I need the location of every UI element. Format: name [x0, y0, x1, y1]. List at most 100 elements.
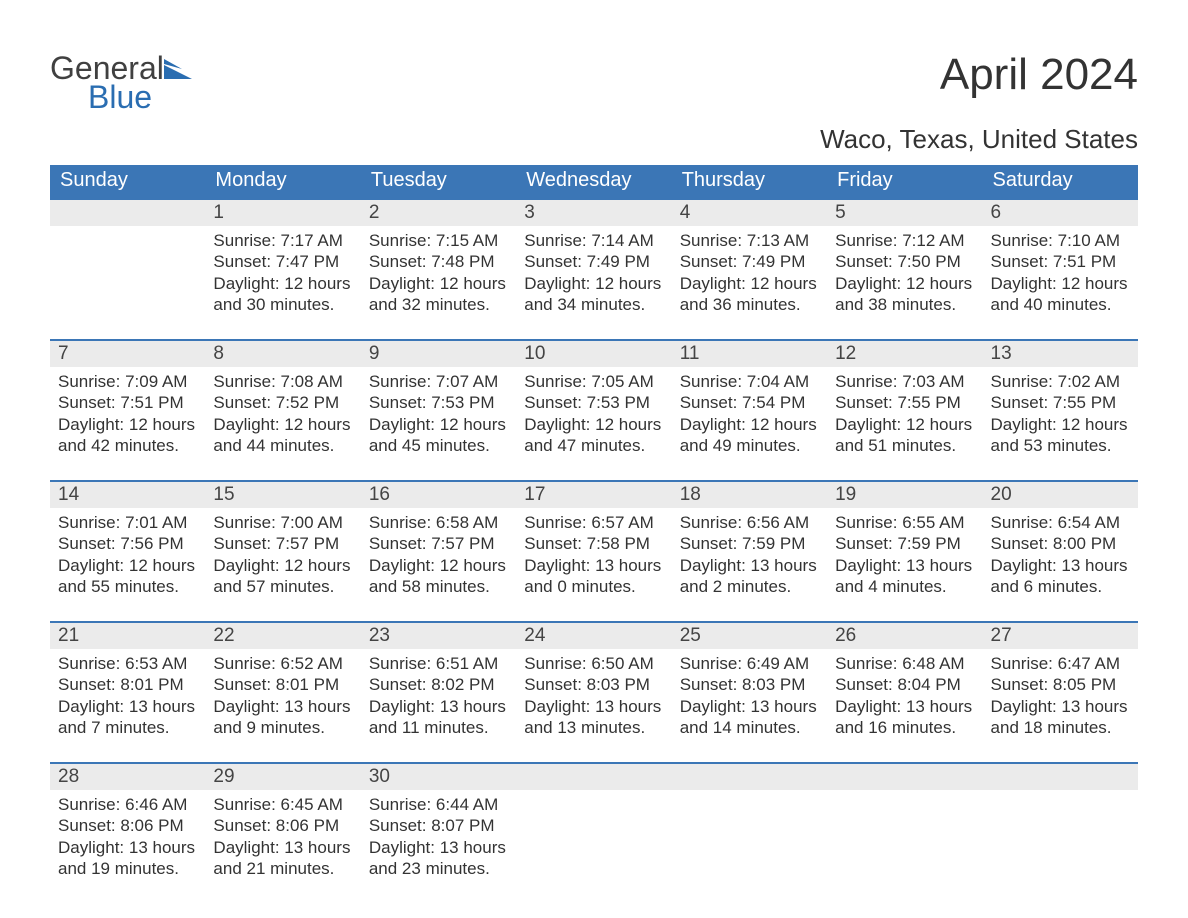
day-d1: Daylight: 13 hours: [680, 696, 819, 717]
day-d2: and 53 minutes.: [991, 435, 1130, 456]
day-d2: and 21 minutes.: [213, 858, 352, 879]
day-sunrise: Sunrise: 6:48 AM: [835, 653, 974, 674]
calendar-day: 7Sunrise: 7:09 AMSunset: 7:51 PMDaylight…: [50, 339, 205, 480]
day-d1: Daylight: 12 hours: [680, 414, 819, 435]
day-sunrise: Sunrise: 6:47 AM: [991, 653, 1130, 674]
day-body: [672, 790, 827, 880]
day-sunset: Sunset: 7:51 PM: [58, 392, 197, 413]
day-body: Sunrise: 7:00 AMSunset: 7:57 PMDaylight:…: [205, 508, 360, 621]
day-sunset: Sunset: 7:55 PM: [835, 392, 974, 413]
day-body: Sunrise: 6:44 AMSunset: 8:07 PMDaylight:…: [361, 790, 516, 903]
calendar-week: 21Sunrise: 6:53 AMSunset: 8:01 PMDayligh…: [50, 621, 1138, 762]
weekday-header: Thursday: [672, 165, 827, 198]
day-body: Sunrise: 6:52 AMSunset: 8:01 PMDaylight:…: [205, 649, 360, 762]
day-body: Sunrise: 6:55 AMSunset: 7:59 PMDaylight:…: [827, 508, 982, 621]
day-sunrise: Sunrise: 7:15 AM: [369, 230, 508, 251]
day-body: Sunrise: 7:09 AMSunset: 7:51 PMDaylight:…: [50, 367, 205, 480]
day-d1: Daylight: 12 hours: [524, 273, 663, 294]
calendar-day: [50, 198, 205, 339]
day-d2: and 6 minutes.: [991, 576, 1130, 597]
calendar-day: 25Sunrise: 6:49 AMSunset: 8:03 PMDayligh…: [672, 621, 827, 762]
day-body: Sunrise: 7:02 AMSunset: 7:55 PMDaylight:…: [983, 367, 1138, 480]
day-d1: Daylight: 12 hours: [369, 273, 508, 294]
day-d2: and 32 minutes.: [369, 294, 508, 315]
day-d2: and 38 minutes.: [835, 294, 974, 315]
day-number: 5: [827, 198, 982, 226]
day-d1: Daylight: 13 hours: [213, 837, 352, 858]
day-body: [50, 226, 205, 316]
day-body: Sunrise: 6:49 AMSunset: 8:03 PMDaylight:…: [672, 649, 827, 762]
day-sunrise: Sunrise: 7:00 AM: [213, 512, 352, 533]
day-body: Sunrise: 7:13 AMSunset: 7:49 PMDaylight:…: [672, 226, 827, 339]
day-body: Sunrise: 7:05 AMSunset: 7:53 PMDaylight:…: [516, 367, 671, 480]
calendar-day: 21Sunrise: 6:53 AMSunset: 8:01 PMDayligh…: [50, 621, 205, 762]
day-body: Sunrise: 7:10 AMSunset: 7:51 PMDaylight:…: [983, 226, 1138, 339]
calendar-day: 6Sunrise: 7:10 AMSunset: 7:51 PMDaylight…: [983, 198, 1138, 339]
day-body: Sunrise: 7:17 AMSunset: 7:47 PMDaylight:…: [205, 226, 360, 339]
calendar-day: 8Sunrise: 7:08 AMSunset: 7:52 PMDaylight…: [205, 339, 360, 480]
day-number: 3: [516, 198, 671, 226]
calendar-day: 20Sunrise: 6:54 AMSunset: 8:00 PMDayligh…: [983, 480, 1138, 621]
day-d1: Daylight: 13 hours: [213, 696, 352, 717]
day-sunrise: Sunrise: 6:54 AM: [991, 512, 1130, 533]
day-d2: and 19 minutes.: [58, 858, 197, 879]
day-number-bar: [672, 762, 827, 790]
day-d1: Daylight: 13 hours: [991, 555, 1130, 576]
day-sunrise: Sunrise: 7:04 AM: [680, 371, 819, 392]
calendar-day: [516, 762, 671, 903]
day-number: 14: [50, 480, 205, 508]
day-sunset: Sunset: 8:01 PM: [213, 674, 352, 695]
day-sunrise: Sunrise: 6:46 AM: [58, 794, 197, 815]
day-d2: and 30 minutes.: [213, 294, 352, 315]
day-sunrise: Sunrise: 6:57 AM: [524, 512, 663, 533]
day-d1: Daylight: 13 hours: [524, 696, 663, 717]
day-number: 23: [361, 621, 516, 649]
calendar-day: 5Sunrise: 7:12 AMSunset: 7:50 PMDaylight…: [827, 198, 982, 339]
day-sunset: Sunset: 8:02 PM: [369, 674, 508, 695]
month-title: April 2024: [940, 50, 1138, 100]
day-d2: and 42 minutes.: [58, 435, 197, 456]
day-number: 1: [205, 198, 360, 226]
calendar-day: 26Sunrise: 6:48 AMSunset: 8:04 PMDayligh…: [827, 621, 982, 762]
day-number-bar: [827, 762, 982, 790]
calendar-day: 27Sunrise: 6:47 AMSunset: 8:05 PMDayligh…: [983, 621, 1138, 762]
day-number-bar: [983, 762, 1138, 790]
day-d1: Daylight: 13 hours: [991, 696, 1130, 717]
day-sunset: Sunset: 7:53 PM: [369, 392, 508, 413]
day-d1: Daylight: 12 hours: [58, 555, 197, 576]
day-d1: Daylight: 12 hours: [213, 414, 352, 435]
day-d1: Daylight: 12 hours: [58, 414, 197, 435]
day-sunset: Sunset: 8:06 PM: [58, 815, 197, 836]
day-body: Sunrise: 7:08 AMSunset: 7:52 PMDaylight:…: [205, 367, 360, 480]
calendar-day: 23Sunrise: 6:51 AMSunset: 8:02 PMDayligh…: [361, 621, 516, 762]
calendar-day: 17Sunrise: 6:57 AMSunset: 7:58 PMDayligh…: [516, 480, 671, 621]
day-sunrise: Sunrise: 7:05 AM: [524, 371, 663, 392]
day-number: 21: [50, 621, 205, 649]
day-d2: and 18 minutes.: [991, 717, 1130, 738]
calendar-day: 30Sunrise: 6:44 AMSunset: 8:07 PMDayligh…: [361, 762, 516, 903]
calendar-week: 1Sunrise: 7:17 AMSunset: 7:47 PMDaylight…: [50, 198, 1138, 339]
weekday-header: Wednesday: [516, 165, 671, 198]
day-number: 17: [516, 480, 671, 508]
day-number: 7: [50, 339, 205, 367]
calendar-body: 1Sunrise: 7:17 AMSunset: 7:47 PMDaylight…: [50, 198, 1138, 903]
day-body: Sunrise: 7:04 AMSunset: 7:54 PMDaylight:…: [672, 367, 827, 480]
location: Waco, Texas, United States: [50, 124, 1138, 155]
day-number: 10: [516, 339, 671, 367]
calendar-day: 1Sunrise: 7:17 AMSunset: 7:47 PMDaylight…: [205, 198, 360, 339]
day-d2: and 0 minutes.: [524, 576, 663, 597]
day-d1: Daylight: 12 hours: [524, 414, 663, 435]
day-number: 18: [672, 480, 827, 508]
day-number: 8: [205, 339, 360, 367]
day-d1: Daylight: 13 hours: [835, 696, 974, 717]
day-sunrise: Sunrise: 6:55 AM: [835, 512, 974, 533]
day-d2: and 23 minutes.: [369, 858, 508, 879]
day-sunset: Sunset: 7:50 PM: [835, 251, 974, 272]
day-number: 15: [205, 480, 360, 508]
day-d1: Daylight: 12 hours: [680, 273, 819, 294]
day-sunset: Sunset: 7:49 PM: [524, 251, 663, 272]
calendar-day: 29Sunrise: 6:45 AMSunset: 8:06 PMDayligh…: [205, 762, 360, 903]
weekday-header: Friday: [827, 165, 982, 198]
day-body: Sunrise: 7:15 AMSunset: 7:48 PMDaylight:…: [361, 226, 516, 339]
day-body: Sunrise: 6:57 AMSunset: 7:58 PMDaylight:…: [516, 508, 671, 621]
